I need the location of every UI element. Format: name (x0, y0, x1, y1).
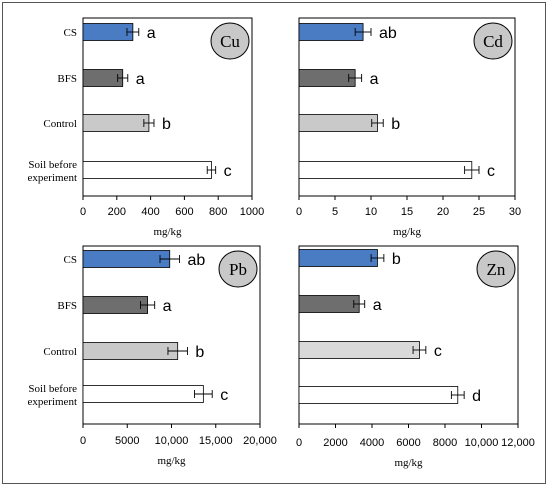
x-tick-label: 12,000 (501, 437, 535, 449)
significance-letter: b (195, 344, 204, 361)
x-tick-label: 8000 (433, 437, 457, 449)
bar-1 (298, 295, 360, 313)
category-label: CS (64, 27, 77, 39)
significance-letter: ab (187, 252, 205, 269)
significance-letter: a (147, 25, 156, 42)
element-label: Pb (229, 260, 247, 279)
x-tick-label: 30 (509, 206, 521, 218)
bar-3 (298, 386, 459, 404)
plot-area (82, 17, 253, 197)
significance-letter: c (487, 163, 495, 180)
element-badge (210, 22, 250, 60)
significance-letter: b (162, 116, 171, 133)
x-axis-label: mg/kg (393, 226, 422, 238)
element-badge (476, 250, 516, 288)
significance-letter: c (224, 163, 232, 180)
bar-1 (298, 69, 356, 87)
x-tick-label: 10 (365, 206, 377, 218)
bar-0 (298, 23, 364, 41)
significance-letter: b (391, 116, 400, 133)
significance-letter: c (220, 387, 228, 404)
figure-frame (2, 2, 546, 484)
category-label: CS (64, 254, 77, 266)
x-tick-label: 2000 (323, 437, 347, 449)
panel-pb: 0 5000 10,000 15,000 20,000mg/kgababcPbCSBFS… (28, 245, 277, 467)
panel-cu: 0 200 400 600 800 1000 mg/kg a a b c Cu CS BFS Control… (28, 17, 264, 238)
x-tick-label: 5 (332, 206, 338, 218)
bar-3 (82, 385, 204, 403)
element-badge (473, 22, 513, 60)
bar-0 (82, 23, 134, 41)
significance-letter: a (373, 297, 382, 314)
x-tick-label: 1000 (240, 206, 264, 218)
category-label: BFS (57, 300, 77, 312)
bar-1 (82, 296, 149, 314)
significance-letter: ab (379, 25, 397, 42)
category-label: Soil before experiment (28, 159, 78, 184)
x-tick-label: 10,000 (155, 435, 189, 447)
significance-letter: a (370, 71, 379, 88)
panel-zn: 0 2000 4000 6000 8000 10,000 12,000 mg/kg b a c d Zn (296, 245, 535, 469)
x-axis-label: mg/kg (394, 457, 423, 469)
significance-letter: d (472, 388, 481, 405)
category-label: Control (43, 118, 77, 130)
element-label: Zn (487, 260, 506, 279)
significance-letter: c (434, 343, 442, 360)
x-tick-label: 800 (209, 206, 227, 218)
category-label: Control (43, 346, 77, 358)
x-tick-label: 4000 (360, 437, 384, 449)
element-badge (218, 250, 258, 288)
bar-0 (82, 250, 171, 268)
bar-0 (298, 249, 378, 267)
x-tick-label: 20 (437, 206, 449, 218)
category-label: BFS (57, 73, 77, 85)
x-tick-label: 600 (175, 206, 193, 218)
x-tick-label: 25 (473, 206, 485, 218)
x-tick-label: 400 (141, 206, 159, 218)
x-tick-label: 10,000 (465, 437, 499, 449)
bar-3 (298, 161, 473, 179)
x-tick-label: 15 (401, 206, 413, 218)
bar-2 (298, 114, 378, 132)
x-axis-label: mg/kg (157, 455, 186, 467)
x-tick-label: 0 (296, 206, 302, 218)
x-tick-label: 0 (80, 435, 86, 447)
element-label: Cd (483, 32, 503, 51)
bar-3 (82, 161, 212, 179)
x-tick-label: 6000 (396, 437, 420, 449)
significance-letter: b (392, 251, 401, 268)
bar-2 (82, 342, 179, 360)
bar-2 (298, 341, 420, 359)
category-label: Soil before experiment (28, 383, 78, 408)
bar-2 (82, 114, 150, 132)
element-label: Cu (220, 32, 240, 51)
x-tick-label: 200 (108, 206, 126, 218)
significance-letter: a (136, 71, 145, 88)
x-tick-label: 5000 (115, 435, 139, 447)
x-tick-label: 0 (80, 206, 86, 218)
x-tick-label: 20,000 (243, 435, 277, 447)
bar-1 (82, 69, 124, 87)
x-axis-label: mg/kg (153, 226, 182, 238)
x-tick-label: 0 (296, 437, 302, 449)
significance-letter: a (163, 298, 172, 315)
x-tick-label: 15,000 (199, 435, 233, 447)
